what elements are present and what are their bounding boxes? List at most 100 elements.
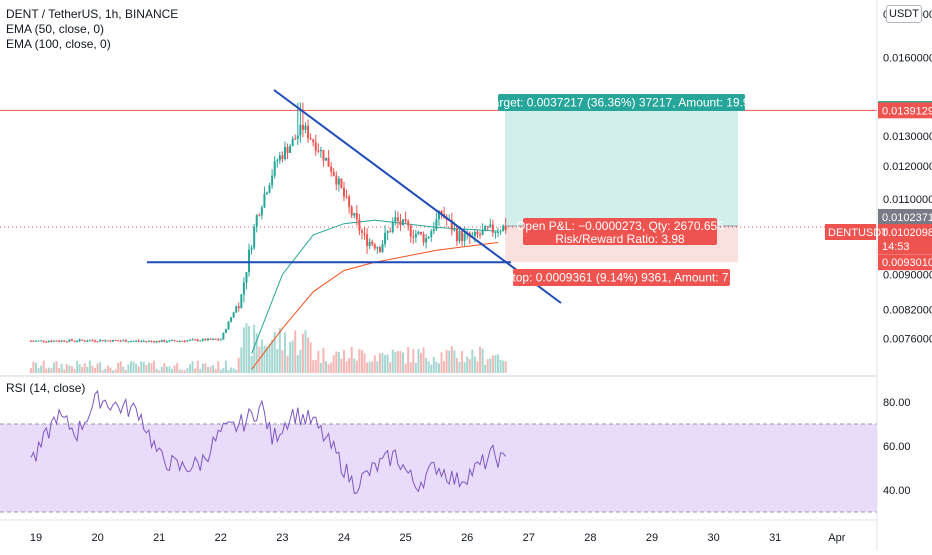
volume-bar [235,369,238,373]
volume-bar [160,366,163,373]
volume-bar [476,361,479,373]
price-tick-label: 0.0076000 [883,333,932,345]
candle-body [476,231,479,235]
volume-bar [453,350,456,373]
symbol-line[interactable]: DENT / TetherUS, 1h, BINANCE [6,7,179,21]
volume-bar [358,349,361,373]
volume-bar [394,352,397,373]
candle-body [322,149,325,161]
volume-bars [29,323,507,373]
current-price-tag: 0.0102098 14:53 [878,224,932,254]
rr-text: Risk/Reward Ratio: 3.98 [555,232,685,246]
candle-body [147,340,150,342]
time-tick-label: 22 [215,532,227,544]
currency-button[interactable]: USDT [886,5,922,23]
candle-body [314,142,317,151]
main-pane [0,89,877,373]
volume-bar [114,369,117,373]
candle-body [350,207,353,216]
volume-bar [206,367,209,373]
volume-bar [363,353,366,373]
candle-body [489,224,492,228]
candle-body [47,340,50,342]
volume-bar [386,354,389,373]
volume-bar [91,365,94,373]
candle-body [504,225,507,231]
volume-bar [70,366,73,373]
time-tick-label: 24 [338,532,350,544]
volume-bar [204,363,207,373]
candle-body [176,340,179,342]
candle-body [425,237,428,243]
candle-body [353,212,356,216]
volume-bar [466,356,469,373]
rsi-line [30,389,507,494]
volume-bar [291,340,294,373]
volume-bar [47,367,50,373]
rsi-legend[interactable]: RSI (14, close) [6,381,86,395]
candle-body [473,231,476,236]
candle-body [479,234,482,236]
candle-body [253,226,256,248]
candle-body [45,341,48,343]
volume-bar [253,324,256,373]
candle-body [219,339,222,341]
candle-body [86,341,89,343]
volume-bar [437,363,440,373]
candle-body [137,340,140,342]
ema50-legend[interactable]: EMA (50, close, 0) [6,22,105,36]
candle-body [271,175,274,186]
candle-body [312,139,315,143]
candle-body [212,338,215,340]
candle-body [420,231,422,234]
volume-bar [224,360,227,373]
candle-body [240,294,243,308]
volume-bar [219,369,222,373]
volume-bar [266,346,268,373]
candle-body [94,340,97,342]
volume-bar [479,346,482,373]
time-tick-label: 27 [523,532,535,544]
volume-bar [42,360,45,373]
volume-bar [499,359,502,373]
volume-bar [489,358,492,373]
ema100-legend[interactable]: EMA (100, close, 0) [6,37,111,51]
candle-body [278,155,281,161]
candle-body [376,247,379,249]
volume-bar [371,361,374,373]
volume-bar [345,361,348,373]
candle-body [112,339,114,342]
stop-label-bg [513,269,730,286]
volume-bar [396,350,399,373]
candle-body [37,340,40,342]
volume-bar [435,361,438,373]
volume-bar [45,368,48,373]
volume-bar [402,352,405,373]
candle-body [463,233,466,241]
volume-bar [312,360,315,373]
volume-bar [399,351,402,373]
volume-bar [355,360,358,373]
candle-body [63,340,66,342]
volume-bar [214,369,217,373]
volume-bar [366,362,369,373]
candle-body [132,340,135,342]
volume-bar [353,358,356,373]
descending-trendline [273,89,562,304]
candle-body [494,232,497,234]
volume-bar [271,339,274,373]
volume-bar [504,361,507,373]
candle-body [502,225,505,232]
time-tick-label: 28 [584,532,596,544]
volume-bar [425,357,428,373]
candle-body [206,338,209,341]
volume-bar [60,363,63,373]
candle-body [224,329,227,333]
candle-body [455,228,458,242]
volume-bar [360,350,363,373]
volume-bar [250,355,253,373]
volume-bar [412,349,415,373]
candle-body [76,341,79,343]
